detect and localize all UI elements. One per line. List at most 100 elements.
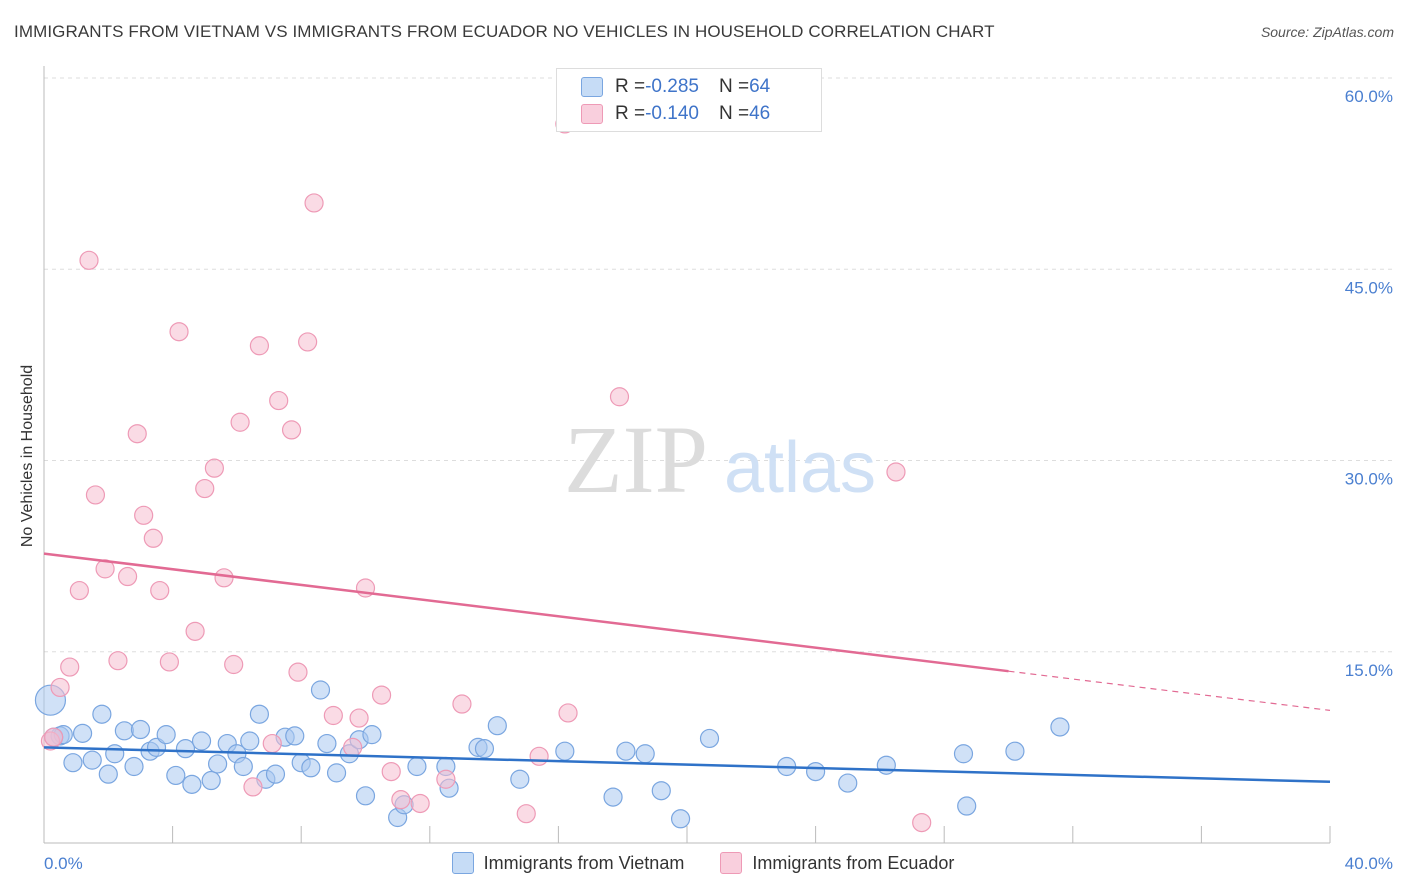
data-point-vietnam <box>191 731 212 751</box>
data-point-ecuador <box>558 703 578 723</box>
data-point-ecuador <box>529 746 549 766</box>
data-point-vietnam <box>510 769 530 789</box>
data-point-vietnam <box>487 716 507 736</box>
data-point-ecuador <box>349 708 369 728</box>
data-point-vietnam <box>603 787 623 807</box>
data-point-vietnam <box>805 761 826 782</box>
data-point-ecuador <box>169 322 189 342</box>
data-point-vietnam <box>651 781 671 801</box>
data-point-vietnam <box>72 723 93 743</box>
data-point-vietnam <box>310 680 331 700</box>
legend-row-vietnam: R = -0.285 N = 64 <box>557 73 770 101</box>
data-point-vietnam <box>1050 717 1070 737</box>
data-point-vietnam <box>130 719 151 740</box>
data-point-vietnam <box>175 739 196 759</box>
data-point-ecuador <box>391 790 411 810</box>
data-point-ecuador <box>85 485 106 505</box>
data-point-vietnam <box>838 773 858 793</box>
trend-line-ecuador-dashed <box>1008 670 1331 711</box>
data-point-ecuador <box>50 677 70 698</box>
data-point-vietnam <box>362 725 382 745</box>
data-point-ecuador <box>195 478 215 499</box>
series-vietnam-points <box>34 680 1070 829</box>
data-point-vietnam <box>249 704 270 724</box>
data-point-vietnam <box>957 796 977 816</box>
legend-r-value: -0.285 <box>645 76 699 97</box>
data-point-vietnam <box>201 770 221 791</box>
data-point-ecuador <box>230 412 250 432</box>
data-point-vietnam <box>474 739 495 759</box>
data-point-ecuador <box>912 812 932 833</box>
data-point-vietnam <box>317 733 337 754</box>
data-point-ecuador <box>249 336 270 356</box>
data-point-ecuador <box>410 793 430 814</box>
legend-label-ecuador: Immigrants from Ecuador <box>752 852 955 873</box>
data-point-ecuador <box>159 652 179 672</box>
legend-n-label: N = <box>718 103 750 124</box>
data-point-ecuador <box>436 769 456 789</box>
data-point-vietnam <box>616 741 636 761</box>
data-point-vietnam <box>635 744 655 764</box>
tick-labels: 15.0% 30.0% 45.0% 60.0% 0.0% 40.0% <box>44 87 1393 873</box>
watermark-zip: ZIP <box>564 406 708 513</box>
data-point-ecuador <box>117 566 138 587</box>
data-point-ecuador <box>304 193 324 213</box>
y-tick-label: 45.0% <box>1345 278 1393 297</box>
legend-r-label: R = <box>615 76 646 97</box>
legend-item-ecuador[interactable]: Immigrants from Ecuador <box>720 852 954 874</box>
trend-line-ecuador <box>43 552 1009 673</box>
legend-item-vietnam[interactable]: Immigrants from Vietnam <box>451 852 685 874</box>
data-point-ecuador <box>381 761 401 782</box>
data-point-ecuador <box>262 733 282 754</box>
legend-swatch-vietnam <box>581 77 603 97</box>
legend-swatch-vietnam <box>451 852 474 874</box>
data-point-vietnam <box>82 750 102 770</box>
data-point-ecuador <box>127 424 147 444</box>
trend-line-vietnam <box>43 746 1331 784</box>
data-point-vietnam <box>953 744 974 764</box>
data-point-ecuador <box>243 777 263 797</box>
data-point-ecuador <box>224 654 244 675</box>
y-tick-label: 15.0% <box>1345 661 1393 680</box>
y-tick-label: 60.0% <box>1345 87 1393 106</box>
legend-n-label: N = <box>718 76 750 97</box>
data-point-vietnam <box>301 758 321 778</box>
data-point-ecuador <box>150 580 170 601</box>
data-point-ecuador <box>886 462 906 482</box>
data-point-ecuador <box>452 694 472 714</box>
data-point-ecuador <box>288 662 308 682</box>
data-point-vietnam <box>105 744 125 764</box>
data-point-vietnam <box>92 704 112 724</box>
data-point-vietnam <box>240 731 260 751</box>
data-point-ecuador <box>343 737 363 757</box>
chart-title: IMMIGRANTS FROM VIETNAM VS IMMIGRANTS FR… <box>14 22 995 41</box>
data-point-ecuador <box>204 458 224 478</box>
watermark-atlas: atlas <box>724 428 876 508</box>
data-point-vietnam <box>233 756 253 777</box>
data-point-vietnam <box>182 774 202 794</box>
data-point-vietnam <box>699 728 720 749</box>
data-point-vietnam <box>326 763 347 783</box>
legend-label-vietnam: Immigrants from Vietnam <box>483 852 685 873</box>
x-tick-label: 0.0% <box>44 854 83 873</box>
data-point-ecuador <box>60 657 80 677</box>
data-point-vietnam <box>265 764 286 784</box>
data-point-vietnam <box>63 753 83 773</box>
legend-n-value: 64 <box>749 76 771 97</box>
legend-row-ecuador: R = -0.140 N = 46 <box>557 100 770 128</box>
legend-r-value: -0.140 <box>645 103 699 124</box>
legend-n-value: 46 <box>749 103 771 124</box>
data-point-ecuador <box>298 332 318 352</box>
data-point-vietnam <box>876 755 896 775</box>
data-point-ecuador <box>79 250 99 270</box>
data-point-vietnam <box>355 786 376 806</box>
data-point-ecuador <box>323 705 343 726</box>
legend-swatch-ecuador <box>581 104 603 124</box>
x-tick-label: 40.0% <box>1345 854 1393 873</box>
data-point-ecuador <box>609 387 630 407</box>
data-point-vietnam <box>166 765 186 786</box>
data-point-ecuador <box>214 568 234 588</box>
data-point-vietnam <box>124 756 144 777</box>
grid-lines <box>44 77 1394 653</box>
